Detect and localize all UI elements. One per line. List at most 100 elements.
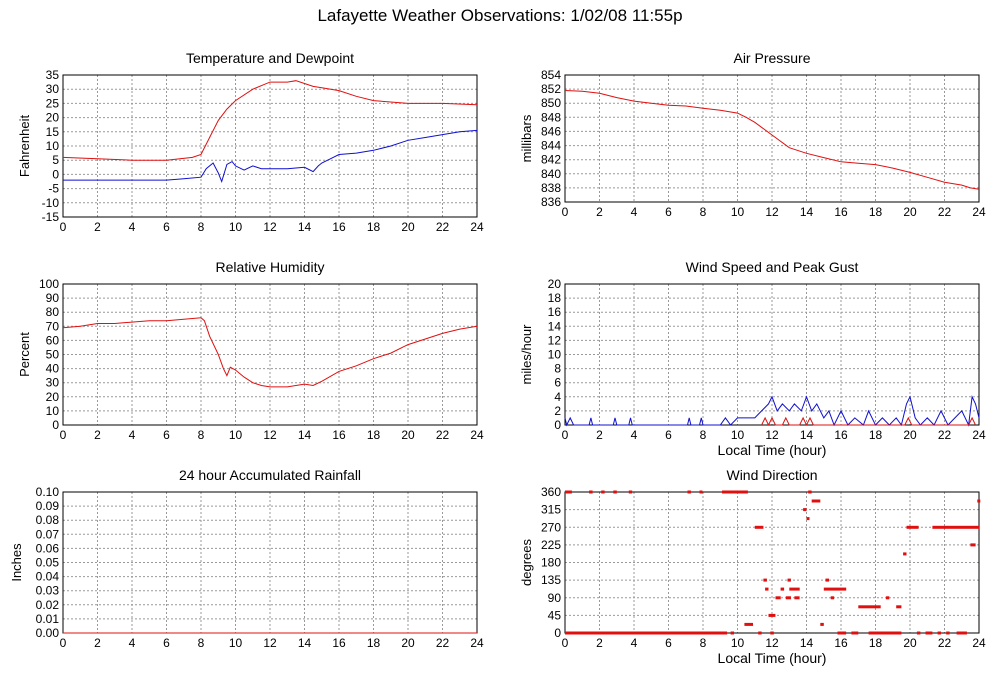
y-tick-label: 0.03: [36, 584, 60, 598]
data-point: [830, 596, 835, 600]
data-point: [851, 631, 859, 635]
x-tick-label: 4: [631, 428, 638, 442]
data-point: [906, 525, 919, 529]
x-tick-label: 24: [470, 220, 484, 234]
x-tick-label: 20: [401, 636, 415, 650]
y-tick-label: 60: [46, 333, 60, 347]
y-tick-label: 848: [541, 110, 561, 124]
series-line-red: [761, 416, 976, 427]
data-point: [780, 587, 785, 591]
x-tick-label: 16: [332, 428, 346, 442]
series-line-blue: [564, 395, 980, 427]
y-tick-label: 0.06: [36, 541, 60, 555]
x-tick-label: 10: [229, 428, 243, 442]
x-tick-label: 2: [94, 636, 101, 650]
data-point: [858, 605, 881, 609]
x-tick-label: 22: [938, 428, 952, 442]
x-tick-label: 22: [436, 428, 450, 442]
x-tick-label: 12: [263, 220, 277, 234]
x-tick-label: 2: [94, 428, 101, 442]
y-axis-label: degrees: [519, 539, 534, 586]
y-tick-label: 854: [541, 68, 561, 82]
chart-title: 24 hour Accumulated Rainfall: [179, 467, 361, 483]
x-tick-label: 12: [765, 636, 779, 650]
y-tick-label: 90: [46, 291, 60, 305]
x-tick-label: 8: [198, 636, 205, 650]
x-tick-label: 24: [972, 428, 986, 442]
data-point: [820, 622, 824, 626]
x-tick-label: 4: [631, 205, 638, 219]
data-point: [770, 631, 774, 635]
y-tick-label: 842: [541, 153, 561, 167]
x-axis-label: Local Time (hour): [718, 650, 827, 666]
x-tick-label: 24: [972, 205, 986, 219]
data-point: [794, 596, 800, 600]
x-tick-label: 20: [401, 428, 415, 442]
y-tick-label: 836: [541, 195, 561, 209]
y-tick-label: 10: [46, 404, 60, 418]
x-tick-label: 0: [60, 220, 67, 234]
data-point: [885, 596, 890, 600]
series-line-red: [564, 90, 980, 190]
y-tick-label: 0.05: [36, 556, 60, 570]
y-tick-label: 70: [46, 319, 60, 333]
x-tick-label: 14: [298, 636, 312, 650]
x-tick-label: 4: [129, 220, 136, 234]
x-tick-label: 18: [869, 205, 883, 219]
x-tick-label: 16: [332, 220, 346, 234]
y-tick-label: 18: [548, 291, 562, 305]
y-axis-label: Percent: [17, 332, 32, 377]
data-point: [977, 499, 981, 503]
y-tick-label: 80: [46, 305, 60, 319]
data-point: [763, 578, 767, 582]
y-tick-label: 846: [541, 124, 561, 138]
x-axis-label: Local Time (hour): [718, 442, 827, 458]
y-tick-label: 90: [548, 591, 562, 605]
x-tick-label: 10: [731, 636, 745, 650]
y-tick-label: 16: [548, 305, 562, 319]
y-tick-label: 135: [541, 573, 561, 587]
data-point: [754, 525, 764, 529]
y-tick-label: -15: [42, 210, 60, 224]
x-tick-label: 14: [800, 205, 814, 219]
x-tick-label: 6: [163, 428, 170, 442]
chart-title: Air Pressure: [733, 50, 810, 66]
y-tick-label: 360: [541, 485, 561, 499]
x-tick-label: 14: [298, 428, 312, 442]
data-point: [868, 631, 902, 635]
x-tick-label: 4: [129, 428, 136, 442]
chart-wind: 0 2 4 6 8 10 12 14 16 18 20 22 2402468101214161820Wi…: [519, 259, 986, 458]
data-point: [785, 596, 791, 600]
data-point: [970, 543, 976, 547]
x-tick-label: 2: [596, 428, 603, 442]
data-point: [932, 525, 979, 529]
series-line-red: [62, 317, 478, 388]
x-tick-label: 8: [700, 636, 707, 650]
y-tick-label: 100: [39, 277, 59, 291]
y-tick-label: -5: [48, 182, 59, 196]
x-tick-label: 0: [562, 205, 569, 219]
y-tick-label: -10: [42, 196, 60, 210]
chart-title: Wind Speed and Peak Gust: [686, 259, 859, 275]
y-tick-label: 25: [46, 96, 60, 110]
chart-humidity: 0 2 4 6 8 10 12 14 16 18 20 22 240102030405060708090…: [17, 259, 484, 442]
x-tick-label: 24: [470, 636, 484, 650]
x-tick-label: 0: [60, 636, 67, 650]
y-tick-label: 840: [541, 167, 561, 181]
data-point: [925, 631, 933, 635]
x-tick-label: 18: [367, 220, 381, 234]
data-point: [787, 578, 791, 582]
plot-frame: [62, 74, 478, 218]
data-point: [601, 490, 605, 494]
y-tick-label: 270: [541, 520, 561, 534]
y-tick-label: 850: [541, 96, 561, 110]
data-point: [811, 499, 821, 503]
x-tick-label: 16: [834, 428, 848, 442]
x-tick-label: 6: [665, 636, 672, 650]
x-tick-label: 24: [972, 636, 986, 650]
y-tick-label: 0.00: [36, 626, 60, 640]
x-tick-label: 10: [229, 220, 243, 234]
x-tick-label: 2: [596, 205, 603, 219]
data-point: [903, 552, 907, 556]
